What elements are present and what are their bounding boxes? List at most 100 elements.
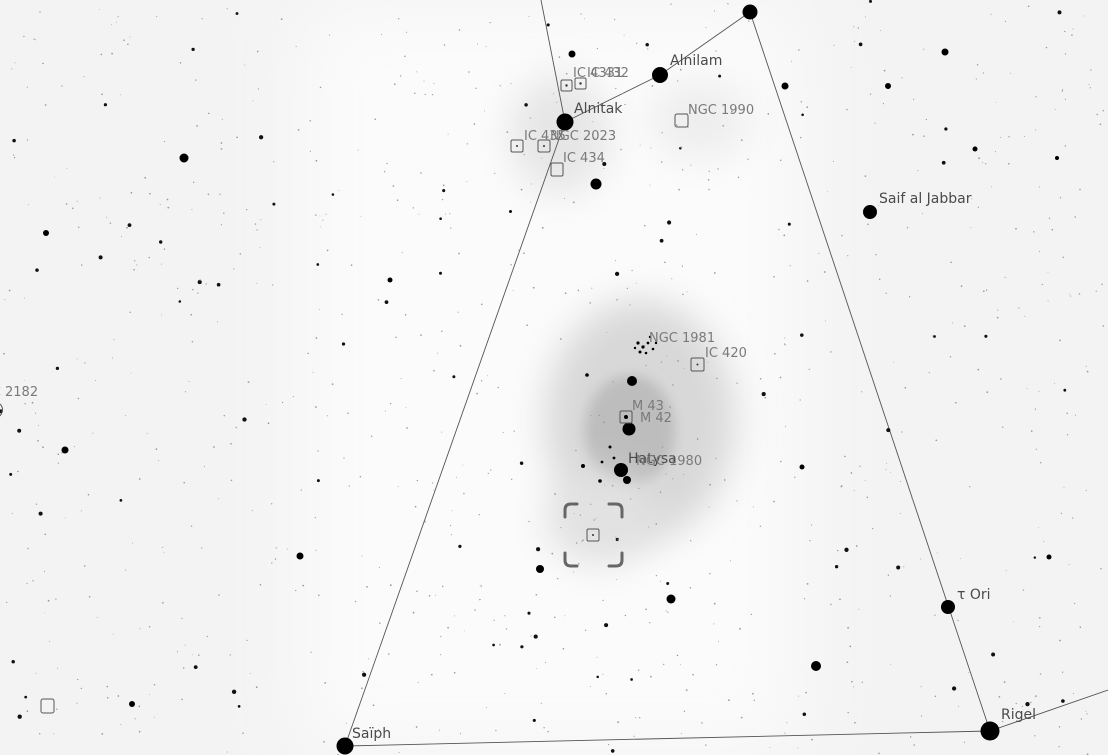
faint-star	[858, 42, 863, 47]
faint-star	[17, 470, 19, 473]
faint-star	[257, 88, 259, 90]
dso-marker-selected[interactable]	[586, 528, 600, 542]
faint-star	[396, 199, 399, 201]
dso-marker-m43[interactable]	[619, 410, 633, 424]
faint-star	[541, 157, 543, 159]
dso-marker-ic435[interactable]	[510, 139, 524, 153]
faint-star	[374, 118, 376, 120]
faint-star	[1088, 84, 1090, 86]
faint-star	[361, 687, 363, 690]
faint-star	[847, 255, 849, 257]
faint-star	[162, 601, 164, 604]
faint-star	[868, 0, 873, 3]
faint-star	[12, 154, 15, 156]
faint-star	[265, 404, 267, 405]
faint-star	[207, 112, 210, 115]
faint-star	[589, 302, 591, 304]
faint-star	[648, 526, 649, 528]
star-tau-ori[interactable]	[941, 600, 955, 614]
faint-star	[77, 397, 80, 400]
faint-star	[450, 534, 452, 536]
faint-star	[272, 284, 274, 286]
faint-star	[595, 518, 597, 520]
dso-marker-ic432[interactable]	[574, 77, 587, 90]
faint-star	[1033, 231, 1035, 233]
faint-star	[101, 93, 103, 96]
dso-marker-ngc1990[interactable]	[674, 113, 689, 128]
dso-marker-ic4331[interactable]	[560, 79, 573, 92]
faint-star	[119, 499, 123, 502]
faint-star	[134, 718, 136, 720]
faint-star	[451, 510, 453, 512]
star-alnilam[interactable]	[652, 67, 668, 83]
star-top-belt[interactable]	[742, 4, 758, 20]
faint-star	[604, 623, 609, 628]
faint-star	[196, 125, 198, 127]
faint-star	[827, 190, 829, 192]
faint-star	[220, 142, 223, 144]
star-m42-core[interactable]	[622, 422, 636, 436]
faint-star	[911, 498, 913, 500]
faint-star	[361, 555, 363, 557]
faint-star	[106, 697, 109, 699]
dso-marker-left-edge[interactable]	[40, 698, 55, 714]
faint-star	[799, 399, 801, 401]
faint-star	[784, 732, 786, 734]
faint-star	[220, 224, 223, 226]
faint-star	[909, 736, 912, 738]
faint-star	[1061, 699, 1065, 703]
faint-star	[818, 252, 820, 254]
star-saif[interactable]	[863, 205, 877, 219]
faint-star	[414, 505, 417, 508]
star-saiph[interactable]	[336, 737, 354, 755]
faint-star	[631, 269, 633, 272]
faint-star	[450, 227, 452, 229]
line-saiph-alnitak	[344, 121, 566, 747]
faint-star	[1072, 517, 1074, 519]
faint-star	[207, 193, 210, 196]
star-hatysa[interactable]	[614, 463, 628, 477]
label-ic420: IC 420	[705, 346, 747, 361]
label-ic432: IC 432	[587, 66, 629, 81]
faint-star	[736, 382, 738, 384]
label-hatysa: Hatysa	[628, 451, 677, 467]
faint-star	[226, 8, 228, 10]
faint-star	[254, 223, 257, 225]
selection-reticle[interactable]	[563, 502, 624, 568]
faint-star	[163, 140, 166, 143]
faint-star	[111, 357, 114, 359]
faint-star	[725, 347, 727, 350]
dso-marker-ic434[interactable]	[550, 162, 564, 177]
faint-star	[735, 110, 737, 111]
faint-star	[312, 371, 314, 373]
faint-star	[806, 106, 809, 108]
faint-star	[466, 181, 468, 183]
dso-marker-ic420[interactable]	[690, 357, 705, 372]
faint-star	[885, 292, 887, 294]
faint-star	[1039, 673, 1042, 675]
faint-star	[129, 36, 131, 38]
dso-marker-ngc2023[interactable]	[537, 139, 551, 153]
faint-star	[882, 103, 884, 105]
faint-star	[1024, 315, 1026, 317]
faint-star	[705, 27, 707, 29]
faint-star	[977, 368, 980, 371]
faint-star	[676, 654, 679, 657]
faint-star	[670, 3, 672, 5]
faint-star	[789, 265, 791, 267]
faint-star	[748, 20, 750, 22]
faint-star	[677, 80, 679, 82]
faint-star	[153, 683, 156, 686]
faint-star	[1004, 20, 1006, 22]
faint-star	[960, 285, 963, 287]
faint-star	[1059, 339, 1061, 342]
faint-star	[11, 659, 15, 664]
dso-marker-ngc2182[interactable]	[0, 403, 3, 417]
faint-star	[1033, 556, 1037, 559]
faint-star	[833, 44, 835, 46]
faint-star	[900, 513, 902, 515]
star-alnitak[interactable]	[556, 113, 574, 131]
star-rigel[interactable]	[980, 721, 1000, 741]
faint-star	[381, 33, 383, 36]
